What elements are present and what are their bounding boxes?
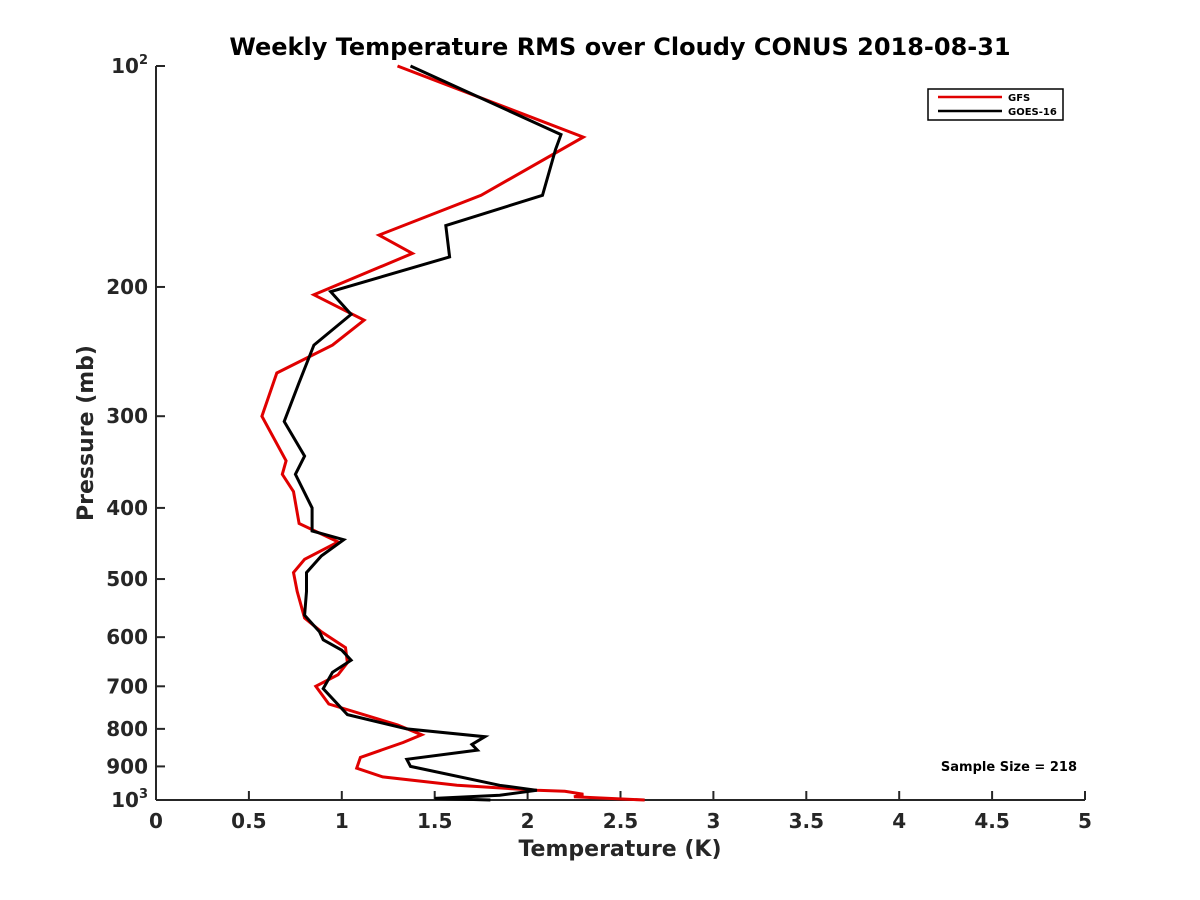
y-tick-label: 700 <box>106 674 148 698</box>
axes <box>155 66 1085 801</box>
x-tick-label: 1.5 <box>417 809 452 833</box>
legend-box <box>927 88 1064 121</box>
legend-label: GFS <box>1008 93 1030 104</box>
legend: GFS GOES-16 <box>927 88 1064 121</box>
y-tick-label: 300 <box>106 404 148 428</box>
x-tick-label: 1 <box>335 809 349 833</box>
y-tick-label: 102 <box>111 53 148 78</box>
x-tick-label: 3 <box>706 809 720 833</box>
x-tick-label: 0.5 <box>231 809 266 833</box>
y-tick-label: 900 <box>106 754 148 778</box>
x-tick-label: 0 <box>149 809 163 833</box>
sample-size-annotation: Sample Size = 218 <box>941 760 1077 775</box>
x-axis-label: Temperature (K) <box>518 837 721 862</box>
y-tick-label: 200 <box>106 275 148 299</box>
x-tick-label: 4.5 <box>974 809 1009 833</box>
y-tick-label: 600 <box>106 625 148 649</box>
y-tick-label: 500 <box>106 567 148 591</box>
x-ticks: 0 0.5 1 1.5 2 2.5 3 3.5 4 4.5 5 <box>149 791 1092 833</box>
y-ticks: 102 200 300 400 500 600 700 800 900 103 <box>106 53 165 812</box>
series-line-goes-16 <box>282 64 563 802</box>
x-tick-label: 4 <box>892 809 906 833</box>
series-layer <box>260 64 645 802</box>
y-axis-label: Pressure (mb) <box>74 345 99 521</box>
x-tick-label: 3.5 <box>789 809 824 833</box>
chart-title: Weekly Temperature RMS over Cloudy CONUS… <box>229 33 1010 61</box>
y-tick-label: 800 <box>106 717 148 741</box>
y-tick-label: 400 <box>106 496 148 520</box>
x-tick-label: 2.5 <box>603 809 638 833</box>
x-tick-label: 2 <box>521 809 535 833</box>
x-tick-label: 5 <box>1078 809 1092 833</box>
y-tick-label: 103 <box>111 787 148 812</box>
series-line-gfs <box>260 64 645 802</box>
legend-label: GOES-16 <box>1008 107 1057 118</box>
